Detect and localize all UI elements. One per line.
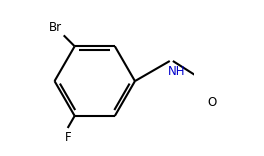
Text: O: O [207, 96, 216, 109]
Text: NH: NH [168, 65, 186, 78]
Text: Br: Br [49, 21, 63, 34]
Text: F: F [64, 131, 71, 144]
